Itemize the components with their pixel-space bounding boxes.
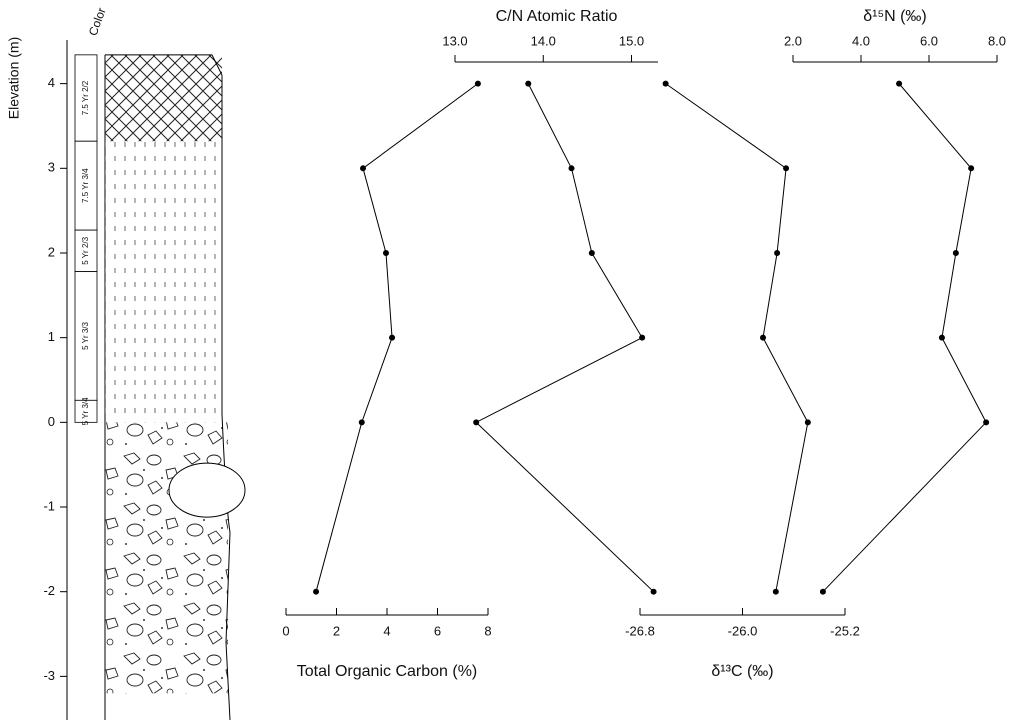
lithology-layer bbox=[105, 141, 222, 422]
color-unit-label: 5 Yr 2/3 bbox=[81, 236, 90, 264]
data-point bbox=[651, 589, 657, 595]
data-point bbox=[953, 250, 959, 256]
figure: Elevation (m) Color 4 3 2 1 0 -1 -2 -3 7.5 Yr 2/… bbox=[0, 0, 1015, 720]
color-column-title: Color bbox=[86, 6, 109, 38]
profile-line bbox=[476, 84, 653, 592]
data-point bbox=[569, 165, 575, 171]
data-point bbox=[475, 81, 481, 87]
data-point bbox=[313, 589, 319, 595]
x-tick-label: 4.0 bbox=[852, 33, 870, 48]
x-tick-label: 13.0 bbox=[442, 33, 467, 48]
x-tick-label: -26.0 bbox=[728, 623, 758, 638]
axis-title: C/N Atomic Ratio bbox=[496, 8, 618, 25]
data-point bbox=[968, 165, 974, 171]
profile-line bbox=[666, 84, 808, 592]
data-point bbox=[663, 81, 669, 87]
profile-line bbox=[823, 84, 986, 592]
y-tick-label: 4 bbox=[48, 75, 55, 90]
color-unit-label: 5 Yr 3/3 bbox=[81, 321, 90, 349]
color-unit-label: 5 Yr 3/4 bbox=[81, 397, 90, 425]
data-point bbox=[783, 165, 789, 171]
y-tick-label: -3 bbox=[43, 668, 55, 683]
x-tick-label: 8.0 bbox=[988, 33, 1006, 48]
color-unit-label: 7.5 Yr 2/2 bbox=[81, 80, 90, 115]
y-tick-label: -2 bbox=[43, 583, 55, 598]
x-tick-label: 6 bbox=[434, 623, 441, 638]
data-point bbox=[360, 165, 366, 171]
data-point bbox=[525, 81, 531, 87]
data-point bbox=[939, 335, 945, 341]
y-tick-label: 1 bbox=[48, 329, 55, 344]
data-point bbox=[983, 419, 989, 425]
y-tick-label: -1 bbox=[43, 498, 55, 513]
data-point bbox=[359, 419, 365, 425]
data-point bbox=[760, 335, 766, 341]
y-tick-label: 3 bbox=[48, 160, 55, 175]
y-tick-label: 2 bbox=[48, 244, 55, 259]
x-tick-label: 6.0 bbox=[920, 33, 938, 48]
data-point bbox=[589, 250, 595, 256]
data-point bbox=[896, 81, 902, 87]
data-point bbox=[820, 589, 826, 595]
elevation-axis-title: Elevation (m) bbox=[6, 37, 22, 119]
x-tick-label: -25.2 bbox=[830, 623, 860, 638]
data-point bbox=[774, 250, 780, 256]
lithology-layer bbox=[105, 55, 222, 141]
x-tick-label: 4 bbox=[383, 623, 390, 638]
profile-line bbox=[316, 84, 478, 592]
data-point bbox=[473, 419, 479, 425]
data-point bbox=[805, 419, 811, 425]
x-tick-label: 0 bbox=[282, 623, 289, 638]
y-tick-label: 0 bbox=[48, 414, 55, 429]
x-tick-label: -26.8 bbox=[625, 623, 655, 638]
x-tick-label: 8 bbox=[484, 623, 491, 638]
color-unit-label: 7.5 Yr 3/4 bbox=[81, 168, 90, 203]
axis-title: δ¹³C (‰) bbox=[711, 663, 773, 680]
data-point bbox=[773, 589, 779, 595]
x-tick-label: 2 bbox=[333, 623, 340, 638]
axis-title: δ¹⁵N (‰) bbox=[863, 8, 927, 25]
data-point bbox=[383, 250, 389, 256]
data-point bbox=[639, 335, 645, 341]
x-tick-label: 15.0 bbox=[619, 33, 644, 48]
boulder bbox=[169, 463, 245, 517]
data-point bbox=[389, 335, 395, 341]
axis-title: Total Organic Carbon (%) bbox=[297, 663, 478, 680]
x-tick-label: 2.0 bbox=[784, 33, 802, 48]
x-tick-label: 14.0 bbox=[531, 33, 556, 48]
